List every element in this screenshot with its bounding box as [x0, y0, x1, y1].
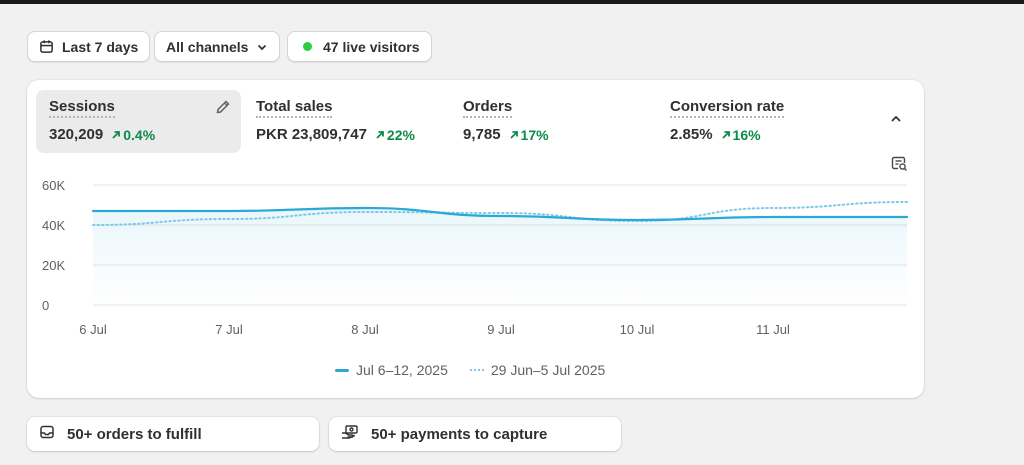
arrow-up-right-icon: [721, 130, 730, 139]
metric-label: Conversion rate: [670, 98, 785, 118]
chevron-down-icon: [256, 41, 268, 53]
arrow-up-right-icon: [112, 130, 121, 139]
metric-value: 2.85%: [670, 126, 713, 143]
x-tick-label: 11 Jul: [756, 322, 790, 337]
legend-label: Jul 6–12, 2025: [356, 362, 448, 378]
x-tick-label: 8 Jul: [351, 322, 379, 337]
data-point-previous: [771, 206, 775, 210]
data-point-current: [227, 209, 231, 213]
legend-item-current[interactable]: Jul 6–12, 2025: [335, 362, 448, 378]
metric-delta-text: 0.4%: [123, 126, 156, 143]
chart-search-icon[interactable]: [891, 155, 908, 177]
x-tick-label: 10 Jul: [620, 322, 655, 337]
arrow-up-right-icon: [376, 130, 384, 139]
metric-label: Sessions: [49, 98, 115, 118]
chart-legend: Jul 6–12, 2025 29 Jun–5 Jul 2025: [335, 362, 605, 378]
legend-swatch-dotted: [469, 369, 484, 371]
metric-value: PKR 23,809,747: [256, 126, 367, 143]
sessions-line-chart: 60K 40K 20K 0 6 Jul 7 Jul 8 Jul 9 Jul 10 Jul 11 J…: [42, 178, 909, 337]
metric-delta-text: 16%: [732, 126, 761, 143]
payments-to-capture-button[interactable]: 50+ payments to capture: [329, 417, 621, 451]
metric-delta-text: 17%: [520, 126, 549, 143]
metric-delta: 16%: [721, 127, 761, 143]
task-label: 50+ orders to fulfill: [67, 425, 202, 443]
channels-label: All channels: [166, 38, 249, 55]
y-tick-label: 40K: [42, 218, 65, 233]
series-area-current: [93, 208, 907, 305]
date-range-button[interactable]: Last 7 days: [27, 31, 151, 62]
data-point-current: [771, 215, 775, 219]
data-point-previous: [905, 200, 909, 204]
chevron-up-icon[interactable]: [889, 112, 903, 131]
x-tick-label: 6 Jul: [79, 322, 107, 337]
metric-orders[interactable]: Orders 9,785 17%: [450, 90, 650, 153]
legend-item-previous[interactable]: 29 Jun–5 Jul 2025: [469, 362, 606, 378]
data-point-previous: [91, 223, 95, 227]
series-line-previous: [92, 201, 908, 226]
y-tick-label: 0: [42, 298, 49, 313]
metric-delta: 17%: [509, 127, 549, 143]
y-tick-label: 20K: [42, 258, 65, 273]
data-point-previous: [635, 219, 639, 223]
top-bar: [0, 0, 1024, 4]
legend-swatch-solid: [335, 368, 349, 372]
data-point-current: [91, 209, 95, 213]
channels-dropdown[interactable]: All channels: [154, 31, 281, 62]
metric-label: Orders: [463, 98, 513, 118]
data-point-previous: [227, 217, 231, 221]
legend-label: 29 Jun–5 Jul 2025: [490, 362, 606, 378]
metric-conversion-rate[interactable]: Conversion rate 2.85% 16%: [657, 90, 867, 153]
data-point-previous: [363, 210, 367, 214]
orders-to-fulfill-button[interactable]: 50+ orders to fulfill: [27, 417, 319, 451]
metric-total-sales[interactable]: Total sales PKR 23,809,747 22%: [243, 90, 443, 153]
calendar-icon: [39, 39, 54, 54]
metric-value: 320,209: [49, 126, 104, 143]
live-visitors-label: 47 live visitors: [323, 38, 420, 55]
metric-label: Total sales: [256, 98, 333, 118]
inbox-icon: [39, 424, 55, 444]
data-point-current: [363, 206, 367, 210]
data-point-current: [905, 215, 909, 219]
x-tick-label: 9 Jul: [487, 322, 515, 337]
data-point-previous: [499, 211, 503, 215]
series-line-current: [91, 206, 909, 222]
arrow-up-right-icon: [509, 130, 518, 139]
analytics-card: Sessions 320,209 0.4% Total sales PKR 23…: [27, 80, 924, 398]
hand-cash-icon: [341, 424, 359, 444]
y-tick-label: 60K: [42, 178, 65, 193]
metric-value: 9,785: [463, 126, 501, 143]
task-label: 50+ payments to capture: [371, 425, 548, 443]
live-status-dot: [303, 42, 312, 51]
x-tick-label: 7 Jul: [215, 322, 243, 337]
metric-delta-text: 22%: [386, 126, 415, 143]
pencil-icon[interactable]: [215, 99, 231, 120]
live-visitors-button[interactable]: 47 live visitors: [287, 31, 432, 62]
metric-delta: 0.4%: [111, 127, 155, 143]
metric-delta: 22%: [375, 127, 415, 143]
date-range-label: Last 7 days: [62, 38, 139, 55]
metric-sessions[interactable]: Sessions 320,209 0.4%: [36, 90, 241, 153]
